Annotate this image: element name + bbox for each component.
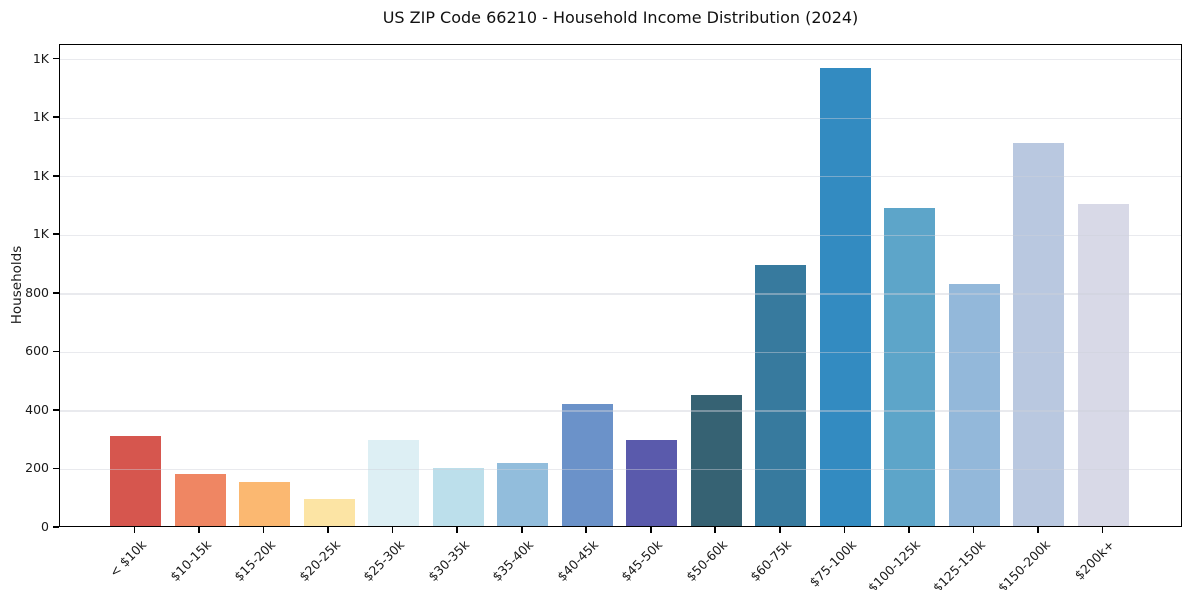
y-tick-label-1400: 1K (32, 109, 49, 125)
y-tick-mark-1600 (53, 57, 59, 60)
x-tick-mark-10k (133, 527, 136, 533)
x-tick-mark-15-20k (262, 527, 265, 533)
y-tick-label-0: 0 (41, 519, 49, 535)
x-tick-label-150-200k: $150-200k (994, 537, 1053, 590)
bar-50-60k (690, 395, 742, 526)
chart-title: US ZIP Code 66210 - Household Income Dis… (382, 8, 859, 27)
x-tick-mark-150-200k (1037, 527, 1039, 533)
x-tick-mark-75-100k (843, 527, 846, 533)
x-tick-label-40-45k: $40-45k (553, 537, 601, 585)
x-tick-label-200k+: $200k+ (1071, 537, 1118, 583)
x-tick-mark-60-75k (778, 527, 781, 533)
x-tick-label-75-100k: $75-100k (806, 537, 859, 590)
bar-15-20k (239, 481, 291, 526)
bar-30-35k (432, 468, 484, 526)
y-tick-mark-400 (53, 409, 59, 411)
y-tick-label-200: 200 (25, 460, 49, 476)
bar-45-50k (626, 440, 678, 526)
x-tick-label-10k: < $10k (106, 537, 150, 580)
bar-10k (110, 435, 161, 526)
y-tick-mark-1400 (53, 116, 59, 119)
x-tick-label-60-75k: $60-75k (747, 537, 795, 585)
x-tick-label-15-20k: $15-20k (231, 537, 279, 585)
bar-25-30k (368, 440, 420, 526)
bar-10-15k (174, 474, 226, 526)
y-tick-mark-1200 (53, 174, 59, 177)
bar-35-40k (497, 463, 549, 526)
bar-40-45k (561, 403, 613, 526)
x-tick-label-45-50k: $45-50k (618, 537, 666, 585)
x-tick-mark-35-40k (520, 527, 523, 533)
bar-20-25k (303, 498, 355, 526)
y-tick-label-800: 800 (25, 285, 49, 301)
bar-100-125k (884, 207, 936, 526)
x-tick-label-10-15k: $10-15k (166, 537, 214, 585)
bar-75-100k (819, 68, 871, 526)
x-tick-mark-200k+ (1101, 527, 1104, 533)
x-tick-label-20-25k: $20-25k (295, 537, 343, 585)
y-tick-label-1600: 1K (32, 50, 49, 66)
y-tick-mark-200 (53, 467, 59, 470)
x-tick-label-35-40k: $35-40k (489, 537, 537, 585)
bar-150-200k (1013, 142, 1065, 526)
x-tick-mark-100-125k (908, 527, 910, 533)
y-tick-mark-0 (53, 526, 59, 528)
y-tick-label-400: 400 (25, 402, 49, 418)
plot-area (59, 44, 1182, 527)
y-tick-label-600: 600 (25, 343, 49, 359)
bar-125-150k (948, 284, 1000, 526)
x-tick-mark-125-150k (972, 527, 975, 533)
x-tick-label-125-150k: $125-150k (929, 537, 989, 590)
x-tick-mark-45-50k (649, 527, 652, 533)
x-tick-mark-40-45k (585, 527, 588, 533)
x-tick-mark-20-25k (327, 527, 329, 533)
gridline-1400 (60, 117, 1181, 119)
gridline-1600 (60, 59, 1181, 61)
x-tick-label-50-60k: $50-60k (682, 537, 730, 585)
x-tick-mark-25-30k (391, 527, 394, 533)
bar-200k+ (1078, 203, 1129, 526)
y-tick-mark-800 (53, 291, 59, 294)
y-tick-label-1200: 1K (32, 167, 49, 183)
x-tick-label-100-125k: $100-125k (865, 537, 924, 590)
x-tick-label-30-35k: $30-35k (424, 537, 472, 585)
y-tick-label-1000: 1K (32, 226, 49, 242)
x-tick-mark-10-15k (198, 527, 200, 533)
y-axis-title: Households (9, 245, 25, 325)
x-tick-label-25-30k: $25-30k (360, 537, 408, 585)
y-tick-mark-600 (53, 350, 59, 353)
y-tick-mark-1000 (53, 233, 59, 236)
x-tick-mark-50-60k (714, 527, 717, 533)
x-tick-mark-30-35k (456, 527, 458, 533)
bar-60-75k (755, 264, 807, 526)
